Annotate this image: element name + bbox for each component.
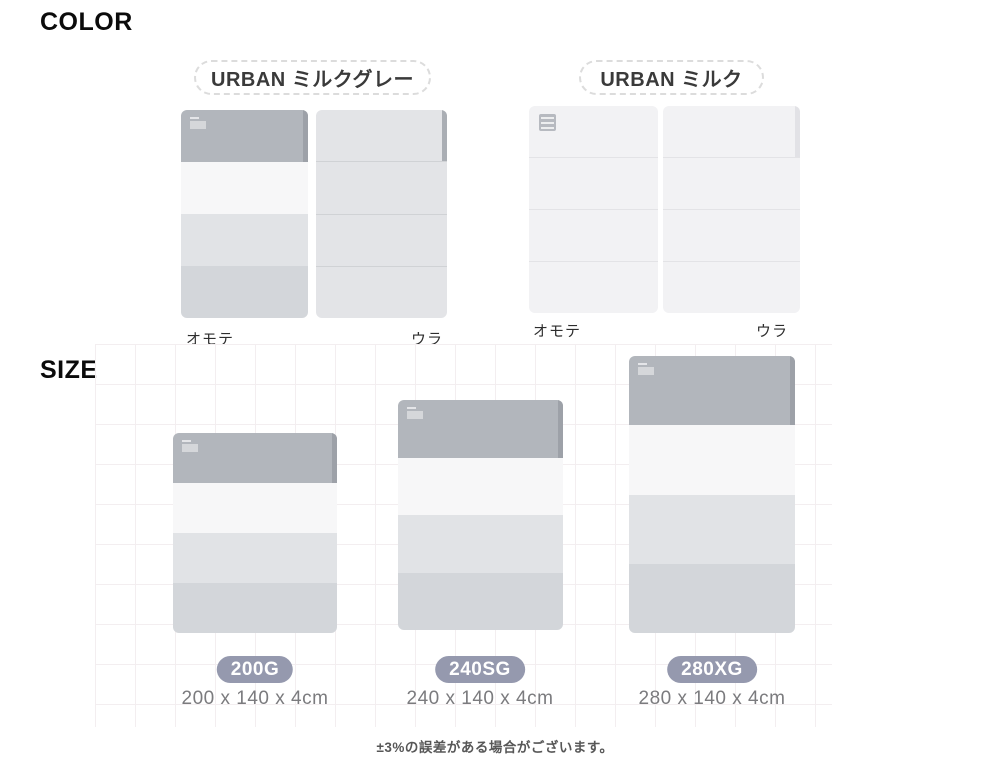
mat-edge-shade [790,356,795,426]
mat-stripe-lightgray [181,214,308,266]
color-section-heading: COLOR [40,8,133,36]
mat-stripe-gray [629,356,795,426]
size-mat-200g [173,433,337,633]
mat-panel [663,209,800,261]
mat-panel [529,157,658,209]
mat-stripe-gray [173,433,337,483]
mat-panel [529,261,658,313]
size-badge-240sg: 240SG [435,656,525,683]
mat-stripe-gray [398,400,563,458]
color2-back-mat [663,106,800,313]
color1-back-caption: ウラ [411,331,444,348]
color2-front-mat [529,106,658,313]
mat-panel [316,110,447,162]
color-option-2-pill: URBAN ミルク [579,60,764,95]
brand-logo-mark [407,407,423,419]
mat-edge-shade [332,433,337,483]
brand-logo-mark [182,440,198,452]
color2-back-caption: ウラ [756,323,789,340]
mat-stripe-midgray [629,563,795,633]
mat-panel [663,157,800,209]
color2-front-caption: オモテ [533,323,582,340]
mat-panel [663,106,800,157]
size-badge-280xg: 280XG [667,656,757,683]
mat-stripe-midgray [181,266,308,318]
size-mat-280xg [629,356,795,633]
mat-panel [316,265,447,318]
mat-panel [316,213,447,266]
brand-logo-mark [539,114,556,131]
mat-stripe-offwhite [181,162,308,214]
mat-panel [529,209,658,261]
mat-stripe-offwhite [629,425,795,495]
mat-stripe-lightgray [629,494,795,564]
mat-edge-shade [442,110,447,162]
brand-logo-mark [638,363,654,375]
mat-edge-shade [795,106,800,157]
color1-front-mat [181,110,308,318]
mat-stripe-offwhite [173,483,337,533]
color1-front-caption: オモテ [186,331,235,348]
mat-edge-shade [558,400,563,458]
color-option-1-pill: URBAN ミルクグレー [194,60,431,95]
mat-stripe-offwhite [398,457,563,515]
size-badge-200g: 200G [216,656,294,683]
size-dimensions-200g: 200 x 140 x 4cm [181,688,329,709]
mat-panel [316,161,447,213]
color-option-2-label: URBAN ミルク [600,69,743,91]
mat-panel [663,261,800,313]
mat-stripe-lightgray [398,515,563,573]
mat-edge-shade [303,110,308,162]
mat-stripe-lightgray [173,533,337,583]
mat-panel [529,106,658,157]
color1-back-mat [316,110,447,318]
mat-stripe-gray [181,110,308,162]
brand-logo-mark [190,117,206,129]
size-mat-240sg [398,400,563,630]
size-dimensions-240sg: 240 x 140 x 4cm [406,688,554,709]
tolerance-note: ±3%の誤差がある場合がございます。 [376,740,614,755]
mat-stripe-midgray [398,572,563,630]
size-dimensions-280xg: 280 x 140 x 4cm [638,688,786,709]
color-option-1-label: URBAN ミルクグレー [211,69,414,91]
size-section-heading: SIZE [40,356,98,384]
mat-stripe-midgray [173,583,337,633]
